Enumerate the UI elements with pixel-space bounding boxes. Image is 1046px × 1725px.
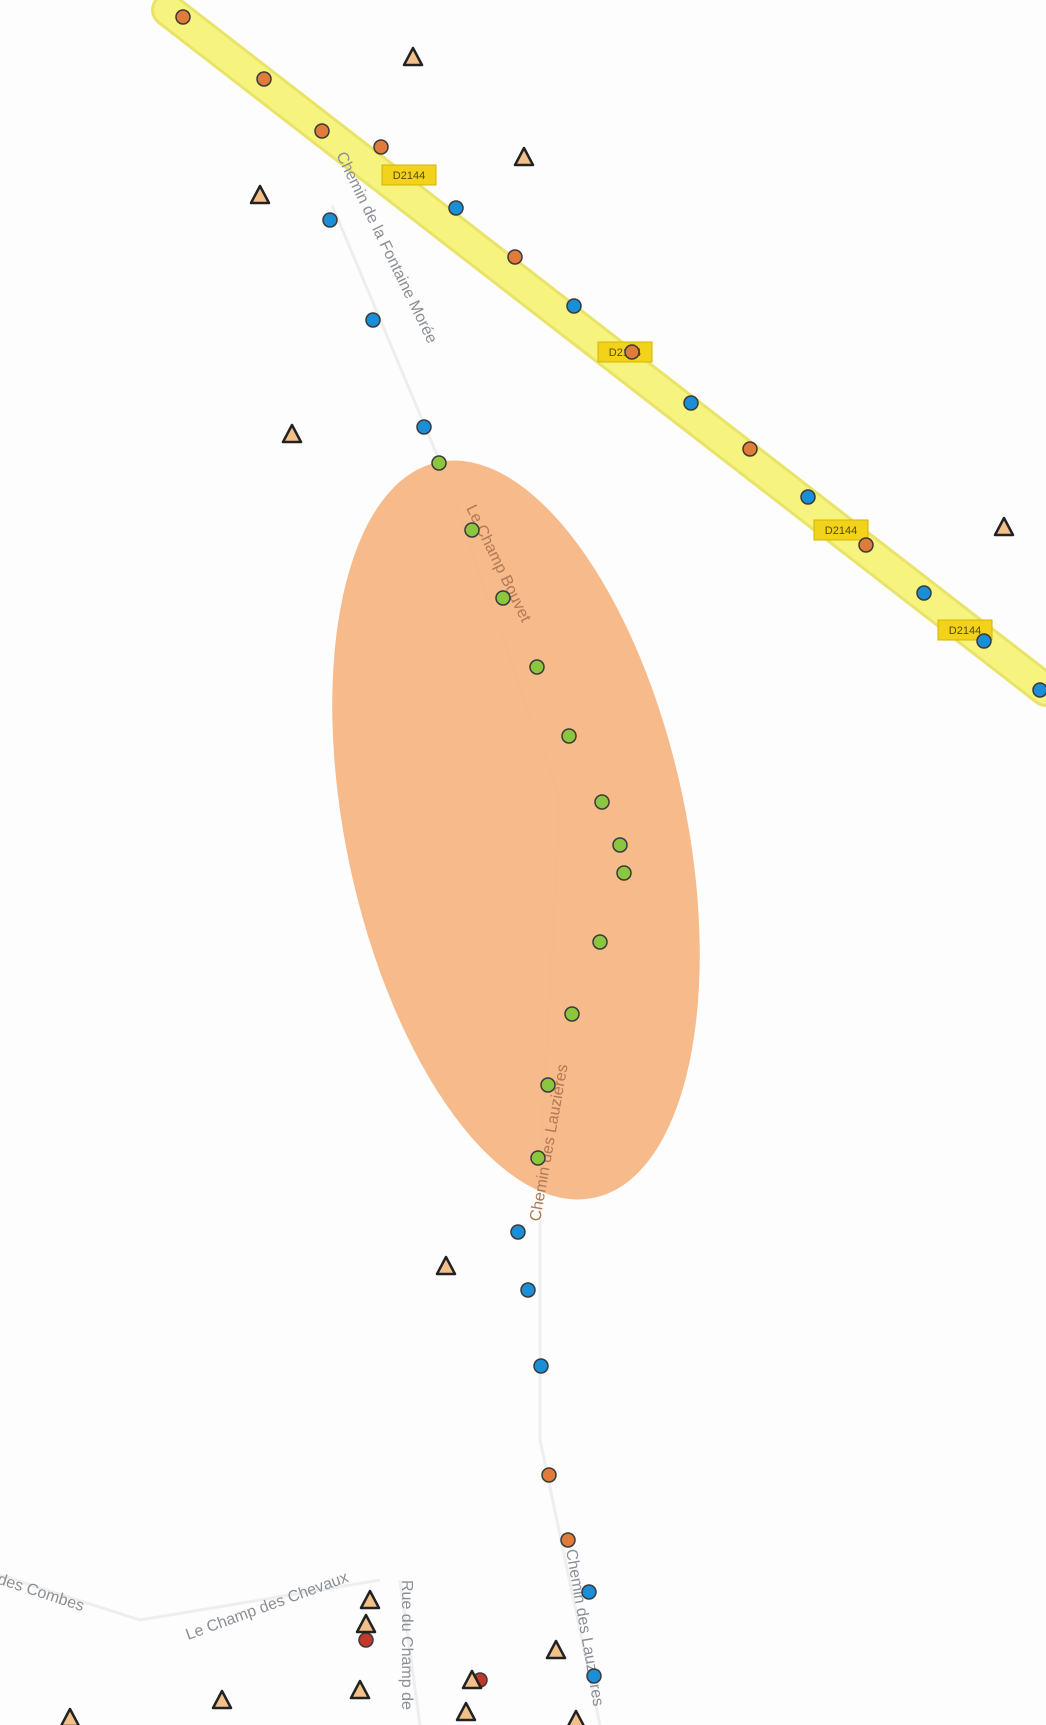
warning-triangle-icon[interactable]	[513, 146, 535, 167]
point-marker-icon[interactable]	[448, 200, 464, 216]
point-marker-icon[interactable]	[858, 537, 874, 553]
point-marker-icon[interactable]	[358, 1632, 374, 1648]
road-shield: D2144	[813, 519, 869, 541]
point-marker-icon[interactable]	[564, 1006, 580, 1022]
point-marker-icon[interactable]	[624, 344, 640, 360]
road-label-champ-chevaux: Le Champ des Chevaux	[184, 1569, 351, 1644]
road-shield: D2144	[937, 619, 993, 641]
point-marker-icon[interactable]	[431, 455, 447, 471]
point-marker-icon[interactable]	[541, 1467, 557, 1483]
point-markers[interactable]	[175, 9, 1046, 1688]
point-marker-icon[interactable]	[742, 441, 758, 457]
point-marker-icon[interactable]	[464, 522, 480, 538]
point-marker-icon[interactable]	[529, 659, 545, 675]
road-label-chemin-combes: Chemin des Combes	[0, 1553, 86, 1615]
point-marker-icon[interactable]	[520, 1282, 536, 1298]
warning-triangle-icon[interactable]	[211, 1689, 233, 1710]
warning-triangle-icon[interactable]	[60, 1707, 80, 1725]
point-marker-icon[interactable]	[800, 489, 816, 505]
warning-triangle-icon[interactable]	[349, 1679, 371, 1700]
point-marker-icon[interactable]	[561, 728, 577, 744]
point-marker-icon[interactable]	[510, 1224, 526, 1240]
point-marker-icon[interactable]	[175, 9, 191, 25]
svg-text:D2144: D2144	[949, 625, 981, 637]
warning-markers[interactable]	[60, 46, 1015, 1725]
point-marker-icon[interactable]	[540, 1077, 556, 1093]
point-marker-icon[interactable]	[916, 585, 932, 601]
point-marker-icon[interactable]	[612, 837, 628, 853]
warning-triangle-icon[interactable]	[435, 1255, 457, 1276]
point-marker-icon[interactable]	[373, 139, 389, 155]
point-marker-icon[interactable]	[1032, 682, 1046, 698]
warning-triangle-icon[interactable]	[993, 516, 1015, 537]
svg-text:D2144: D2144	[825, 525, 857, 537]
point-marker-icon[interactable]	[566, 298, 582, 314]
warning-triangle-icon[interactable]	[249, 184, 271, 205]
warning-triangle-icon[interactable]	[545, 1639, 567, 1660]
warning-triangle-icon[interactable]	[461, 1669, 483, 1690]
svg-text:D2144: D2144	[393, 170, 425, 182]
point-marker-icon[interactable]	[416, 419, 432, 435]
point-marker-icon[interactable]	[314, 123, 330, 139]
point-marker-icon[interactable]	[495, 590, 511, 606]
highlighted-zone[interactable]	[272, 427, 761, 1233]
warning-triangle-icon[interactable]	[567, 1709, 585, 1725]
warning-triangle-icon[interactable]	[402, 46, 424, 67]
point-marker-icon[interactable]	[533, 1358, 549, 1374]
point-marker-icon[interactable]	[976, 633, 992, 649]
warning-triangle-icon[interactable]	[359, 1589, 381, 1610]
warning-triangle-icon[interactable]	[455, 1701, 477, 1722]
point-marker-icon[interactable]	[616, 865, 632, 881]
point-marker-icon[interactable]	[594, 794, 610, 810]
point-marker-icon[interactable]	[586, 1668, 602, 1684]
point-marker-icon[interactable]	[581, 1584, 597, 1600]
point-marker-icon[interactable]	[322, 212, 338, 228]
warning-triangle-icon[interactable]	[281, 423, 303, 444]
point-marker-icon[interactable]	[592, 934, 608, 950]
point-marker-icon[interactable]	[560, 1532, 576, 1548]
point-marker-icon[interactable]	[365, 312, 381, 328]
road-label-rue-champ: Rue du Champ de	[398, 1580, 415, 1710]
point-marker-icon[interactable]	[256, 71, 272, 87]
point-marker-icon[interactable]	[507, 249, 523, 265]
point-marker-icon[interactable]	[530, 1150, 546, 1166]
point-marker-icon[interactable]	[683, 395, 699, 411]
road-label-chemin-lauzieres-south: Chemin des Lauzières	[562, 1548, 606, 1708]
road-shield: D2144	[381, 164, 437, 186]
warning-triangle-icon[interactable]	[355, 1613, 377, 1634]
